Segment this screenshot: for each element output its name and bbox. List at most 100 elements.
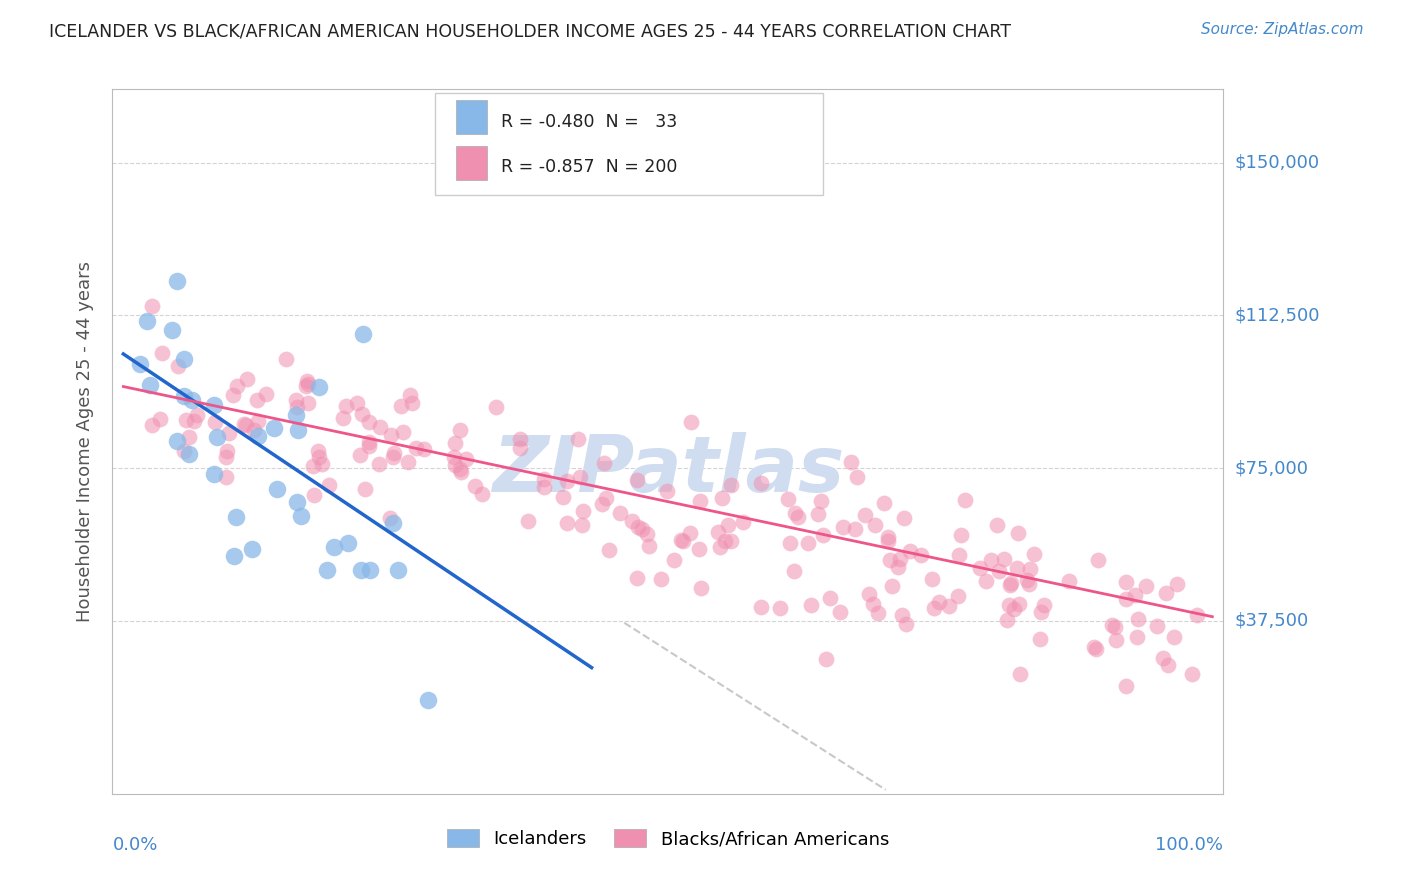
Point	[551, 490, 574, 504]
Point	[301, 458, 323, 473]
Point	[285, 393, 308, 408]
Point	[636, 527, 658, 541]
Point	[254, 387, 277, 401]
Point	[650, 572, 672, 586]
Point	[443, 450, 465, 464]
Point	[1083, 640, 1105, 654]
Point	[135, 314, 157, 328]
Point	[274, 352, 297, 367]
Point	[783, 506, 806, 520]
Point	[418, 693, 440, 707]
Point	[1057, 574, 1080, 588]
Text: R = -0.857  N = 200: R = -0.857 N = 200	[501, 158, 678, 176]
Point	[679, 526, 702, 541]
Point	[359, 435, 381, 450]
Point	[1007, 597, 1029, 611]
Point	[749, 476, 772, 491]
Point	[215, 450, 238, 465]
Point	[179, 430, 201, 444]
Point	[391, 425, 413, 440]
Point	[302, 487, 325, 501]
Point	[887, 559, 910, 574]
Point	[352, 407, 374, 421]
Point	[980, 553, 1002, 567]
Point	[413, 442, 436, 457]
Point	[387, 563, 409, 577]
Point	[335, 399, 357, 413]
Point	[1185, 607, 1208, 622]
Point	[382, 516, 405, 531]
Point	[717, 518, 740, 533]
Point	[247, 429, 270, 443]
Point	[166, 274, 188, 288]
Point	[709, 540, 731, 554]
Point	[669, 533, 692, 547]
Point	[862, 597, 884, 611]
Point	[398, 388, 420, 402]
Point	[876, 534, 898, 549]
Point	[173, 351, 195, 366]
Point	[141, 300, 163, 314]
Point	[1154, 585, 1177, 599]
Point	[689, 494, 711, 508]
Point	[337, 535, 360, 549]
Point	[882, 579, 904, 593]
Point	[800, 598, 823, 612]
Point	[284, 408, 307, 422]
Point	[1015, 573, 1038, 587]
Point	[950, 527, 973, 541]
Point	[236, 372, 259, 386]
Point	[357, 415, 380, 429]
Point	[222, 549, 245, 563]
Text: $150,000: $150,000	[1234, 153, 1319, 171]
Point	[921, 572, 943, 586]
Point	[295, 374, 318, 388]
Point	[484, 400, 506, 414]
Point	[714, 533, 737, 548]
Point	[879, 553, 901, 567]
Point	[1152, 651, 1174, 665]
Point	[637, 539, 659, 553]
Point	[246, 414, 269, 428]
Point	[294, 379, 316, 393]
Point	[1123, 588, 1146, 602]
Point	[655, 484, 678, 499]
Point	[720, 533, 742, 548]
Text: R = -0.480  N =   33: R = -0.480 N = 33	[501, 113, 678, 131]
Point	[969, 561, 991, 575]
Point	[626, 473, 648, 487]
Point	[706, 525, 728, 540]
Point	[1087, 553, 1109, 567]
Point	[776, 492, 799, 507]
Point	[815, 652, 838, 666]
Point	[620, 514, 643, 528]
Point	[349, 449, 371, 463]
Point	[533, 472, 555, 486]
Point	[509, 441, 531, 455]
Point	[839, 455, 862, 469]
Point	[202, 467, 225, 481]
Point	[308, 450, 330, 464]
Point	[382, 446, 405, 460]
Point	[186, 408, 208, 422]
Point	[598, 542, 620, 557]
Point	[1022, 547, 1045, 561]
Point	[204, 415, 226, 429]
Point	[222, 388, 245, 402]
Point	[1115, 574, 1137, 589]
FancyBboxPatch shape	[434, 93, 824, 194]
Point	[569, 470, 592, 484]
Point	[517, 514, 540, 528]
Point	[240, 542, 263, 557]
Point	[997, 598, 1019, 612]
Point	[378, 511, 401, 525]
Point	[898, 544, 921, 558]
Point	[405, 441, 427, 455]
Point	[352, 326, 374, 341]
Point	[202, 398, 225, 412]
Point	[894, 617, 917, 632]
Text: $37,500: $37,500	[1234, 612, 1309, 630]
Point	[557, 475, 579, 489]
Point	[993, 552, 1015, 566]
Point	[287, 423, 309, 437]
